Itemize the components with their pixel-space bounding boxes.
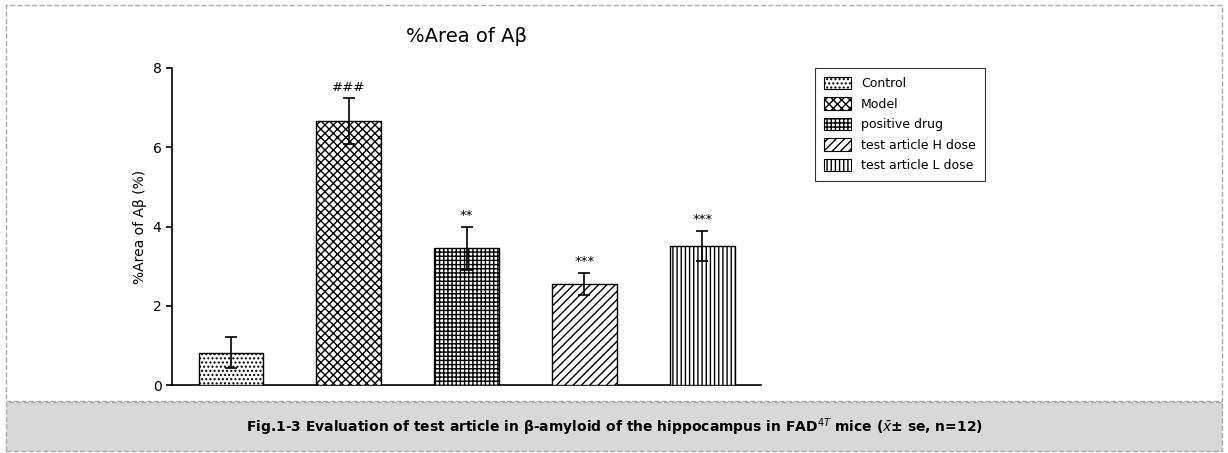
Bar — [199, 352, 264, 385]
Bar — [669, 246, 734, 385]
Bar — [317, 121, 381, 385]
Y-axis label: %Area of Aβ (%): %Area of Aβ (%) — [133, 169, 147, 284]
Text: ***: *** — [575, 255, 594, 268]
Bar — [435, 248, 499, 385]
Bar — [553, 284, 616, 385]
Text: ###: ### — [333, 81, 366, 94]
Text: Fig.1-3 Evaluation of test article in β-amyloid of the hippocampus in FAD$^{4T}$: Fig.1-3 Evaluation of test article in β-… — [246, 416, 982, 438]
Text: %Area of Aβ: %Area of Aβ — [406, 27, 527, 46]
Text: **: ** — [460, 209, 473, 222]
Text: ***: *** — [693, 213, 712, 226]
Legend: Control, Model, positive drug, test article H dose, test article L dose: Control, Model, positive drug, test arti… — [814, 68, 985, 181]
